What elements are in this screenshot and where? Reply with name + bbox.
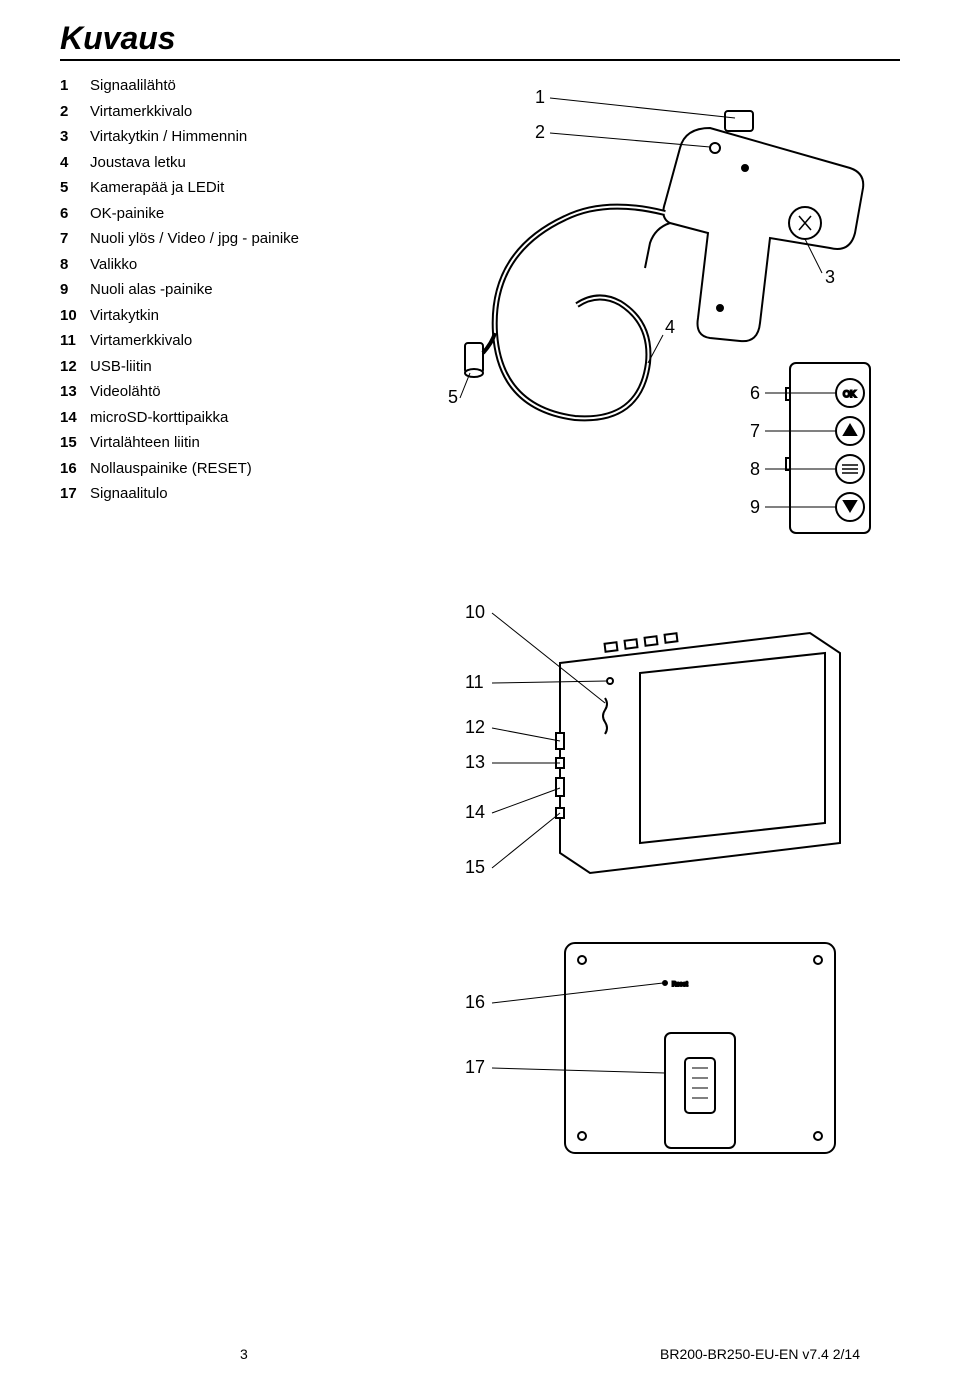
svg-text:OK: OK	[843, 389, 856, 399]
monitor-icon	[556, 633, 840, 873]
item-label: Virtamerkkivalo	[90, 328, 192, 354]
doc-id: BR200-BR250-EU-EN v7.4 2/14	[660, 1346, 860, 1362]
item-num: 12	[60, 354, 90, 380]
parts-list: 1Signaalilähtö 2Virtamerkkivalo 3Virtaky…	[60, 73, 380, 507]
item-label: Virtalähteen liitin	[90, 430, 200, 456]
item-num: 10	[60, 303, 90, 329]
description-list-column: 1Signaalilähtö 2Virtamerkkivalo 3Virtaky…	[60, 73, 380, 1228]
item-label: Valikko	[90, 252, 137, 278]
callout-7: 7	[750, 421, 760, 441]
callout-3: 3	[825, 267, 835, 287]
list-item: 17Signaalitulo	[60, 481, 380, 507]
callout-17: 17	[465, 1057, 485, 1077]
item-num: 3	[60, 124, 90, 150]
list-item: 3Virtakytkin / Himmennin	[60, 124, 380, 150]
device-diagram: 1 2 3 4 5 OK	[410, 73, 880, 1223]
list-item: 12USB-liitin	[60, 354, 380, 380]
list-item: 8Valikko	[60, 252, 380, 278]
item-label: Signaalilähtö	[90, 73, 176, 99]
list-item: 16Nollauspainike (RESET)	[60, 456, 380, 482]
item-num: 8	[60, 252, 90, 278]
item-label: Videolähtö	[90, 379, 161, 405]
item-num: 11	[60, 328, 90, 354]
cable-icon	[495, 207, 665, 419]
item-num: 4	[60, 150, 90, 176]
content-row: 1Signaalilähtö 2Virtamerkkivalo 3Virtaky…	[60, 73, 900, 1228]
list-item: 14microSD-korttipaikka	[60, 405, 380, 431]
item-label: Virtakytkin / Himmennin	[90, 124, 247, 150]
callout-15: 15	[465, 857, 485, 877]
list-item: 2Virtamerkkivalo	[60, 99, 380, 125]
back-panel-icon: Reset	[565, 943, 835, 1153]
item-label: OK-painike	[90, 201, 164, 227]
camera-head-icon	[465, 333, 495, 377]
list-item: 4Joustava letku	[60, 150, 380, 176]
callout-1: 1	[535, 87, 545, 107]
item-label: Virtamerkkivalo	[90, 99, 192, 125]
item-label: Joustava letku	[90, 150, 186, 176]
list-item: 10Virtakytkin	[60, 303, 380, 329]
item-num: 17	[60, 481, 90, 507]
callout-11: 11	[465, 672, 484, 692]
item-label: USB-liitin	[90, 354, 152, 380]
list-item: 13Videolähtö	[60, 379, 380, 405]
callout-12: 12	[465, 717, 485, 737]
list-item: 15Virtalähteen liitin	[60, 430, 380, 456]
list-item: 5Kamerapää ja LEDit	[60, 175, 380, 201]
handle-device-icon	[645, 111, 863, 341]
page-number: 3	[240, 1346, 248, 1362]
callout-10: 10	[465, 602, 485, 622]
callout-13: 13	[465, 752, 485, 772]
item-num: 1	[60, 73, 90, 99]
section-heading: Kuvaus	[60, 20, 900, 61]
item-label: Kamerapää ja LEDit	[90, 175, 224, 201]
callouts-fig1: 1 2 3 4 5	[448, 87, 835, 407]
item-label: Virtakytkin	[90, 303, 159, 329]
item-num: 6	[60, 201, 90, 227]
callout-6: 6	[750, 383, 760, 403]
item-label: microSD-korttipaikka	[90, 405, 228, 431]
callout-4: 4	[665, 317, 675, 337]
list-item: 9Nuoli alas -painike	[60, 277, 380, 303]
list-item: 11Virtamerkkivalo	[60, 328, 380, 354]
page-footer: 3 BR200-BR250-EU-EN v7.4 2/14	[0, 1346, 960, 1362]
item-num: 5	[60, 175, 90, 201]
list-item: 7Nuoli ylös / Video / jpg - painike	[60, 226, 380, 252]
item-label: Nollauspainike (RESET)	[90, 456, 252, 482]
callout-8: 8	[750, 459, 760, 479]
item-num: 16	[60, 456, 90, 482]
item-num: 7	[60, 226, 90, 252]
list-item: 1Signaalilähtö	[60, 73, 380, 99]
callout-9: 9	[750, 497, 760, 517]
list-item: 6OK-painike	[60, 201, 380, 227]
item-num: 15	[60, 430, 90, 456]
callout-14: 14	[465, 802, 485, 822]
item-num: 9	[60, 277, 90, 303]
item-num: 2	[60, 99, 90, 125]
callout-2: 2	[535, 122, 545, 142]
svg-text:Reset: Reset	[672, 982, 688, 988]
callout-5: 5	[448, 387, 458, 407]
item-num: 13	[60, 379, 90, 405]
diagram-column: 1 2 3 4 5 OK	[410, 73, 900, 1228]
item-label: Nuoli ylös / Video / jpg - painike	[90, 226, 299, 252]
item-label: Signaalitulo	[90, 481, 168, 507]
item-num: 14	[60, 405, 90, 431]
item-label: Nuoli alas -painike	[90, 277, 213, 303]
callout-16: 16	[465, 992, 485, 1012]
